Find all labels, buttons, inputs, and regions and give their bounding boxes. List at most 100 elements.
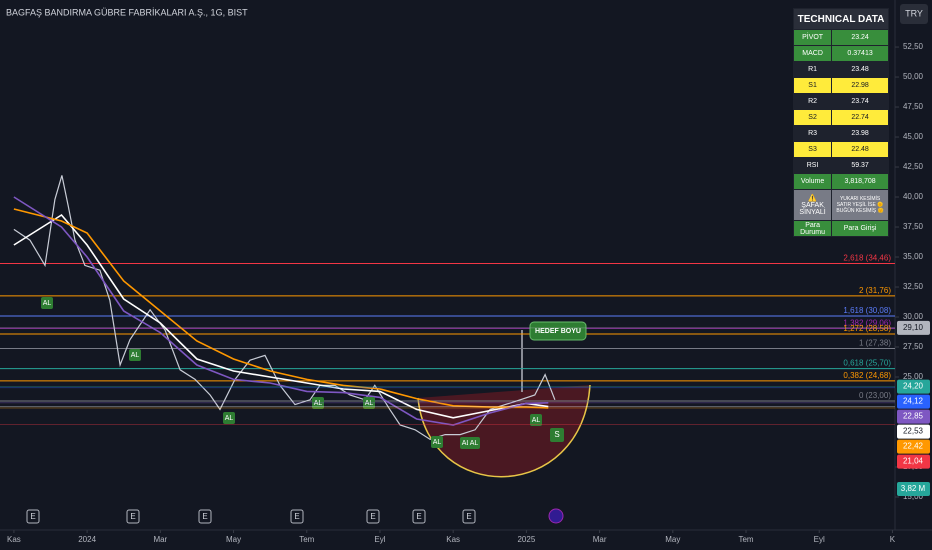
volume-tag-label: 3,82 M	[901, 484, 926, 493]
earnings-marker	[26, 509, 40, 524]
table-row: RSI 59.37	[792, 157, 889, 174]
buy-marker	[41, 297, 53, 309]
x-tick-label: May	[226, 535, 241, 544]
buy-marker-label: AL	[43, 300, 52, 307]
buy-marker	[223, 412, 235, 424]
table-row: PİVOT 23.24	[792, 29, 889, 46]
price-tag	[897, 409, 930, 424]
price-tag	[897, 379, 930, 394]
table-key: Para Durumu	[792, 220, 833, 237]
table-value: 23.98	[831, 125, 889, 142]
buy-marker-label: AL	[462, 440, 471, 447]
table-row: S3 22.48	[792, 141, 889, 158]
buy-marker	[312, 397, 324, 409]
price-tag	[897, 424, 930, 439]
table-row: R3 23.98	[792, 125, 889, 142]
table-value: Para Girişi	[831, 220, 889, 237]
fib-label: 1,272 (28,58)	[843, 324, 891, 333]
x-tick-label: May	[665, 535, 680, 544]
earnings-marker	[462, 509, 476, 524]
earnings-marker	[126, 509, 140, 524]
table-key: S2	[792, 109, 833, 126]
table-value: 23.24	[831, 29, 889, 46]
price-tag	[897, 320, 930, 335]
x-tick-label: Kas	[7, 535, 21, 544]
x-tick-label: Eyl	[814, 535, 825, 544]
fib-label: 2 (31,76)	[859, 286, 891, 295]
table-value: 22.48	[831, 141, 889, 158]
chart-title: BAGFAŞ BANDIRMA GÜBRE FABRİKALARI A.Ş., …	[6, 7, 248, 17]
table-key: RSI	[792, 157, 833, 174]
table-title: TECHNICAL DATA	[793, 8, 889, 30]
y-tick-label: 25,00	[903, 372, 924, 381]
y-tick-label: 40,00	[903, 192, 924, 201]
table-row: S1 22.98	[792, 77, 889, 94]
x-tick-label: Tem	[299, 535, 314, 544]
currency-label[interactable]: TRY	[905, 8, 923, 18]
price-tag-label: 21,04	[903, 457, 924, 466]
table-value: 23.74	[831, 93, 889, 110]
table-row: MACD 0.37413	[792, 45, 889, 62]
x-tick-label: Kas	[446, 535, 460, 544]
x-tick-label: 2025	[517, 535, 535, 544]
table-key: PİVOT	[792, 29, 833, 46]
buy-marker	[363, 397, 375, 409]
table-value: 23.48	[831, 61, 889, 78]
buy-marker-label: AL	[314, 400, 323, 407]
buy-marker-label: AL	[433, 439, 442, 446]
fib-label: 0,382 (24,68)	[843, 371, 891, 380]
table-row: ⚠️ ŞAFAK SİNYALİ YUKARI KESİMİS SATIR YEŞ…	[792, 189, 889, 221]
table-value: 3,818,708	[831, 173, 889, 190]
moving-average	[13, 213, 549, 419]
y-tick-label: 37,50	[903, 222, 924, 231]
moving-average	[13, 196, 549, 426]
earnings-marker-label: E	[370, 512, 375, 521]
buy-marker-label: AL	[470, 440, 479, 447]
x-tick-label: Mar	[593, 535, 607, 544]
price-tag-label: 24,20	[903, 382, 924, 391]
earnings-marker	[290, 509, 304, 524]
sell-marker-label: S	[554, 430, 559, 439]
table-key: R2	[792, 93, 833, 110]
x-tick-label: Mar	[153, 535, 167, 544]
buy-marker	[530, 414, 542, 426]
price-tag	[897, 454, 930, 469]
x-tick-label: Eyl	[374, 535, 385, 544]
earnings-marker-label: E	[30, 512, 35, 521]
table-value: 22.98	[831, 77, 889, 94]
buy-marker	[431, 436, 443, 448]
marks-layer: 2,618 (34,46) 2 (31,76) 1,618 (30,08) 1,382…	[0, 175, 895, 449]
buy-marker	[129, 349, 141, 361]
earnings-marker-label: E	[130, 512, 135, 521]
fib-label: 1,618 (30,08)	[843, 306, 891, 315]
price-tag-label: 22,85	[903, 412, 924, 421]
y-tick-label: 30,00	[903, 312, 924, 321]
volume-tag	[897, 482, 930, 496]
y-tick-label: 52,50	[903, 42, 924, 51]
earnings-marker	[366, 509, 380, 524]
table-key: R3	[792, 125, 833, 142]
table-key: S1	[792, 77, 833, 94]
price-tag-label: 22,42	[903, 442, 924, 451]
buy-marker-label: AL	[365, 400, 374, 407]
buy-marker-label: AL	[131, 352, 140, 359]
target-label: HEDEF BOYU	[535, 328, 581, 335]
fib-label: 1 (27,38)	[859, 339, 891, 348]
fib-label: 2,618 (34,46)	[843, 254, 891, 263]
table-row: Para Durumu Para Girişi	[792, 220, 889, 237]
moving-average	[13, 208, 549, 409]
y-tick-label: 42,50	[903, 162, 924, 171]
y-tick-label: 45,00	[903, 132, 924, 141]
y-tick-label: 15,00	[903, 492, 924, 501]
price-tag-label: 29,10	[903, 323, 924, 332]
technical-table: TECHNICAL DATA PİVOT 23.24 MACD 0.37413 R1 23…	[792, 8, 889, 237]
currency-button[interactable]	[900, 4, 928, 24]
earnings-marker	[198, 509, 212, 524]
y-tick-label: 50,00	[903, 72, 924, 81]
table-value: YUKARI KESİMİS SATIR YEŞİL İSE 🌞 BUĞÜN K…	[831, 189, 889, 221]
x-tick-label: K	[890, 535, 896, 544]
price-line	[13, 175, 556, 441]
fib-label: 1,382 (29,06)	[843, 318, 891, 327]
